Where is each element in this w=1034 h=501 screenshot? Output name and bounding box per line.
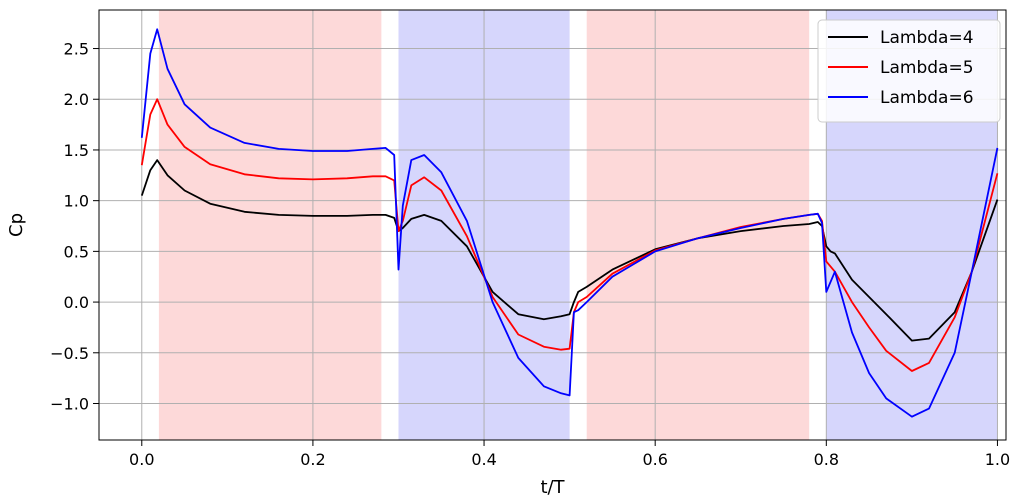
- shaded-region-2: [586, 10, 810, 440]
- y-tick-label: 2.5: [64, 40, 89, 59]
- series-line-2: [140, 98, 999, 372]
- y-tick-label: 0.5: [64, 242, 89, 261]
- x-tick-label: 0.6: [642, 450, 667, 469]
- legend: Lambda=4 Lambda=5 Lambda=6: [817, 19, 1001, 123]
- series-line-1: [140, 159, 999, 342]
- x-tick-label: 0.0: [129, 450, 154, 469]
- y-tick-label: 1.0: [64, 192, 89, 211]
- series-lines: [140, 28, 999, 418]
- x-tick-label: 0.8: [814, 450, 839, 469]
- legend-entry-3: Lambda=6: [880, 88, 974, 108]
- y-tick-label: 0.0: [64, 293, 89, 312]
- x-tick-label: 1.0: [985, 450, 1010, 469]
- grid-lines: [99, 10, 1006, 440]
- y-axis-label: Cp: [6, 213, 27, 237]
- x-tick-label: 0.4: [471, 450, 496, 469]
- legend-entry-1: Lambda=4: [880, 28, 974, 48]
- series-line-3: [140, 28, 999, 418]
- y-tick-label: 2.0: [64, 90, 89, 109]
- x-axis-ticks: 0.0 0.2 0.4 0.6 0.8 1.0: [129, 440, 1010, 469]
- x-axis-label: t/T: [540, 477, 565, 498]
- y-tick-label: −1.0: [50, 394, 89, 413]
- legend-entry-2: Lambda=5: [880, 58, 974, 78]
- y-tick-label: 1.5: [64, 141, 89, 160]
- y-axis-ticks: −1.0 −0.5 0.0 0.5 1.0 1.5 2.0 2.5: [50, 40, 99, 413]
- y-tick-label: −0.5: [50, 344, 89, 363]
- x-tick-label: 0.2: [300, 450, 325, 469]
- shaded-region-0: [158, 10, 382, 440]
- plot-frame: [98, 9, 1007, 441]
